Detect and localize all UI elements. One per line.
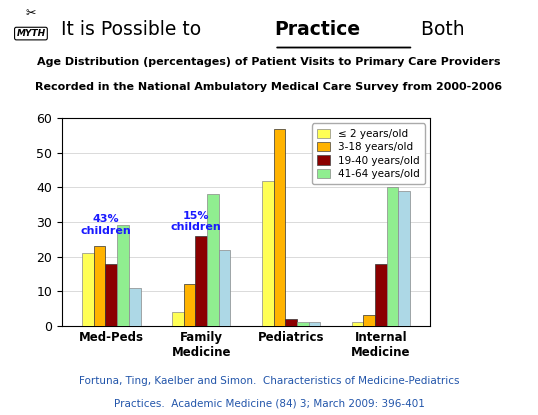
- Text: MYTH: MYTH: [16, 29, 46, 38]
- Text: Fortuna, Ting, Kaelber and Simon.  Characteristics of Medicine-Pediatrics: Fortuna, Ting, Kaelber and Simon. Charac…: [79, 376, 459, 386]
- Bar: [387, 188, 399, 326]
- Legend: ≤ 2 years/old, 3-18 years/old, 19-40 years/old, 41-64 years/old: ≤ 2 years/old, 3-18 years/old, 19-40 yea…: [312, 124, 425, 184]
- Bar: [262, 181, 273, 326]
- Text: Age Distribution (percentages) of Patient Visits to Primary Care Providers: Age Distribution (percentages) of Patien…: [37, 57, 501, 67]
- Bar: [399, 191, 410, 326]
- Bar: [82, 253, 94, 326]
- Text: Both: Both: [415, 20, 464, 39]
- Bar: [309, 322, 320, 326]
- Text: It is Possible to: It is Possible to: [61, 20, 208, 39]
- Text: Recorded in the National Ambulatory Medical Care Survey from 2000-2006: Recorded in the National Ambulatory Medi…: [36, 81, 502, 91]
- Bar: [129, 288, 140, 326]
- Bar: [207, 194, 219, 326]
- Bar: [195, 236, 207, 326]
- Bar: [352, 322, 364, 326]
- Bar: [219, 250, 230, 326]
- Text: Practice: Practice: [274, 20, 360, 39]
- Bar: [285, 319, 297, 326]
- Text: Practices.  Academic Medicine (84) 3; March 2009: 396-401: Practices. Academic Medicine (84) 3; Mar…: [114, 398, 424, 408]
- Bar: [183, 284, 195, 326]
- Bar: [105, 264, 117, 326]
- Bar: [172, 312, 183, 326]
- Bar: [364, 315, 375, 326]
- Bar: [375, 264, 387, 326]
- Bar: [117, 225, 129, 326]
- Text: ✂: ✂: [26, 7, 36, 20]
- Bar: [94, 246, 105, 326]
- Bar: [273, 129, 285, 326]
- Text: 15%
children: 15% children: [171, 211, 221, 232]
- Text: 43%
children: 43% children: [81, 214, 131, 236]
- Bar: [297, 322, 309, 326]
